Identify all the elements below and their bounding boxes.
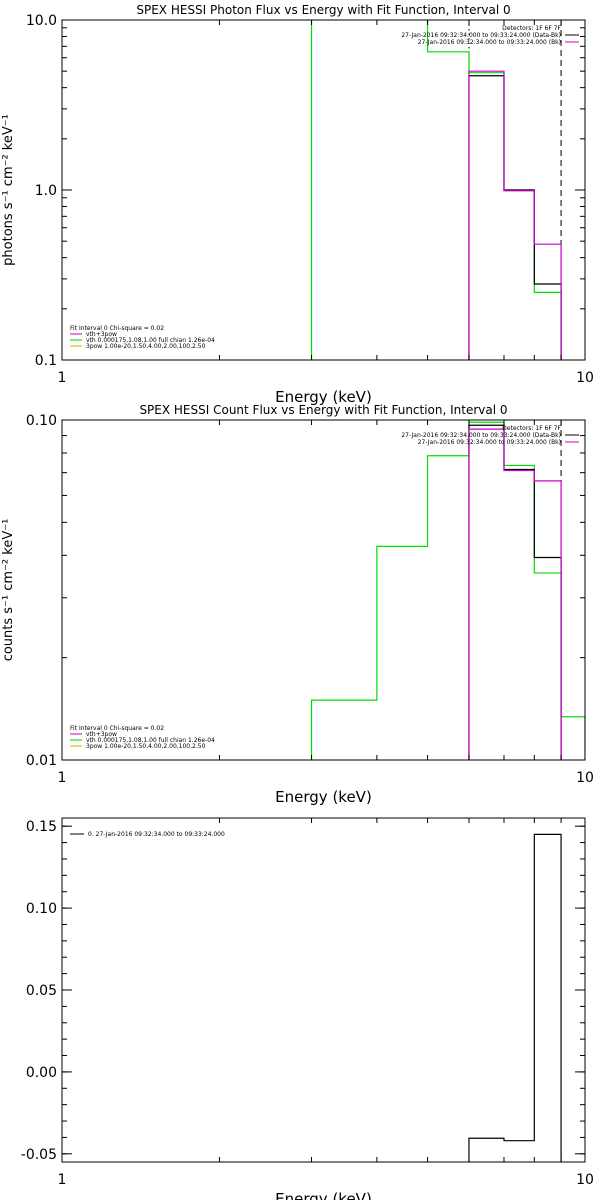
y-tick-label: 10.0 — [26, 13, 57, 29]
x-tick-label: 1 — [58, 770, 67, 786]
fit-legend-item: vth+3pow — [86, 731, 117, 738]
chart-title: SPEX HESSI Photon Flux vs Energy with Fi… — [136, 3, 510, 17]
x-tick-label: 10 — [576, 370, 594, 386]
x-axis-label: Energy (keV) — [275, 788, 372, 806]
series-1-step-line — [468, 424, 562, 760]
top-legend-line: Detectors: 1F 6F 7F — [502, 25, 561, 32]
series-2-step-line — [468, 428, 562, 760]
series-group — [310, 20, 562, 360]
series-1-step-line — [468, 75, 562, 360]
y-tick-label: 1.0 — [35, 183, 57, 199]
y-tick-label: 0.1 — [35, 353, 57, 369]
fit-legend-item: 3pow 1.00e-20,1.50,4.00,2.00,100,2.50 — [86, 343, 206, 350]
fit-legend-item: vth 0.000175,1.08,1.00 full chian 1.26e-… — [86, 337, 215, 344]
panel-residual: 1 10 Energy (keV) -0.05 0.00 0.05 0.10 0.15 0. 2… — [21, 817, 594, 1200]
fit-legend-item: vth+3pow — [86, 331, 117, 338]
series-group — [468, 833, 562, 1162]
y-tick-label: 0.10 — [26, 901, 57, 917]
x-axis-label: Energy (keV) — [275, 1190, 372, 1200]
y-tick-label: 0.10 — [26, 413, 57, 429]
top-legend-line: 27-Jan-2016 09:32:34.000 to 09:33:24.000… — [401, 32, 561, 39]
y-tick-label: 0.00 — [26, 1065, 57, 1081]
fit-legend-header: Fit Interval 0 Chi-square = 0.02 — [70, 325, 164, 332]
fit-legend-item: 3pow 1.00e-20,1.50,4.00,2.00,100,2.50 — [86, 743, 206, 750]
fit-legend-header: Fit Interval 0 Chi-square = 0.02 — [70, 725, 164, 732]
y-axis-label: counts s⁻¹ cm⁻² keV⁻¹ — [1, 519, 16, 662]
x-tick-label: 10 — [576, 770, 594, 786]
series-0-step-line — [468, 833, 562, 1162]
chart-title: SPEX HESSI Count Flux vs Energy with Fit… — [139, 403, 507, 417]
x-tick-label: 1 — [58, 1172, 67, 1188]
series-legend-label: 0. 27-Jan-2016 09:32:34.000 to 09:33:24.… — [88, 831, 225, 838]
plot-frame — [61, 419, 586, 761]
y-tick-label: -0.05 — [21, 1147, 57, 1163]
panel-count: 1 10 Energy (keV) 0.01 0.10 counts s⁻¹ cm⁻² k… — [1, 403, 594, 806]
y-tick-label: 0.05 — [26, 983, 57, 999]
fit-legend-item: vth 0.000175,1.08,1.00 full chian 1.26e-… — [86, 737, 215, 744]
top-legend-line: 27-Jan-2016 09:32:34.000 to 09:33:24.000… — [418, 39, 561, 46]
x-tick-label: 1 — [58, 370, 67, 386]
y-tick-label: 0.01 — [26, 753, 57, 769]
series-2-step-line — [468, 70, 562, 360]
top-legend-line: 27-Jan-2016 09:32:34.000 to 09:33:24.000… — [418, 439, 561, 446]
series-group — [310, 421, 585, 760]
panel-photon: 1 10 Energy (keV) 0.1 1.0 10.0 photons s⁻¹ cm⁻… — [1, 3, 594, 406]
top-legend-line: 27-Jan-2016 09:32:34.000 to 09:33:24.000… — [401, 432, 561, 439]
y-axis-label: photons s⁻¹ cm⁻² keV⁻¹ — [1, 114, 16, 266]
top-legend-line: Detectors: 1F 6F 7F — [502, 425, 561, 432]
x-tick-label: 10 — [576, 1172, 594, 1188]
x-axis-label: Energy (keV) — [275, 388, 372, 406]
y-tick-label: 0.15 — [26, 819, 57, 835]
